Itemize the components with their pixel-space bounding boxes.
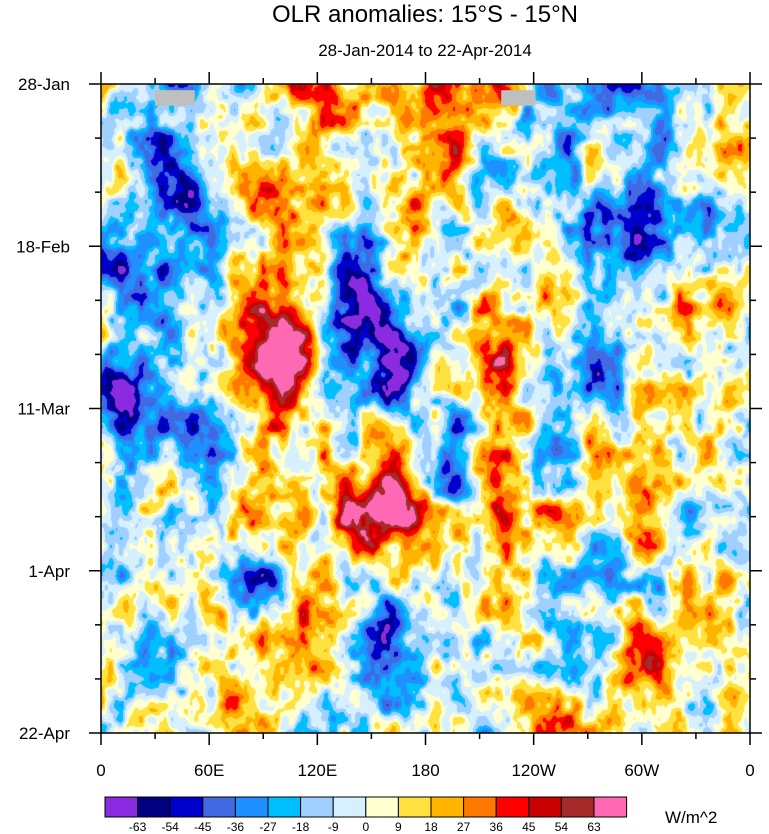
missing-data-layer [155,90,536,106]
chart-title: OLR anomalies: 15°S - 15°N [272,1,578,28]
x-axis: 0 60E 120E 180 120W 60W 0 [96,72,755,780]
colorbar-swatch [528,796,562,818]
y-tick-label: 18-Feb [16,237,70,256]
colorbar-level-label: 45 [522,820,536,834]
colorbar-swatch [202,796,236,818]
colorbar-level-label: 18 [424,820,438,834]
colorbar-swatch [495,796,530,818]
x-tick-label: 0 [96,761,105,780]
colorbar-level-label: 54 [555,820,569,834]
colorbar-level-label: 63 [587,820,601,834]
y-axis: 28-Jan 18-Feb 11-Mar 1-Apr 22-Apr [16,75,762,743]
missing-data-patch [155,90,195,106]
colorbar-swatch [137,796,171,818]
colorbar-level-label: -63 [129,820,147,834]
colorbar-units: W/m^2 [665,808,717,827]
colorbar-swatch [169,796,204,818]
chart-subtitle: 28-Jan-2014 to 22-Apr-2014 [318,41,532,60]
x-tick-label: 60E [194,761,224,780]
colorbar-level-label: 0 [362,820,369,834]
colorbar-swatch [593,796,628,818]
x-tick-label: 180 [411,761,439,780]
colorbar-swatch [104,796,139,818]
anomaly-field [101,84,750,733]
colorbar-level-label: 27 [457,820,471,834]
y-tick-label: 1-Apr [28,562,70,581]
colorbar-swatch [397,796,432,818]
colorbar-swatch [463,796,497,818]
colorbar: -63 -54 -45 -36 -27 -18 -9 0 9 18 27 36 45 54 63 [104,796,628,834]
colorbar-swatch [430,796,465,818]
colorbar-level-label: -27 [259,820,277,834]
colorbar-level-label: 36 [490,820,504,834]
plot-area [101,84,750,733]
colorbar-swatch [365,796,399,818]
y-tick-label: 28-Jan [18,75,70,94]
colorbar-level-label: -9 [328,820,339,834]
colorbar-level-label: -36 [227,820,245,834]
x-tick-label: 120E [297,761,337,780]
x-tick-label: 0 [745,761,754,780]
colorbar-swatch [234,796,269,818]
colorbar-level-label: -18 [292,820,310,834]
y-tick-label: 11-Mar [17,400,70,419]
colorbar-level-label: -45 [194,820,212,834]
colorbar-level-label: 9 [395,820,402,834]
colorbar-swatch [560,796,595,818]
colorbar-swatch [300,796,334,818]
missing-data-patch [501,90,536,106]
colorbar-swatch [267,796,302,818]
x-tick-label: 120W [511,761,555,780]
colorbar-level-label: -54 [162,820,180,834]
colorbar-swatch [332,796,367,818]
y-tick-label: 22-Apr [19,724,70,743]
x-tick-label: 60W [624,761,659,780]
